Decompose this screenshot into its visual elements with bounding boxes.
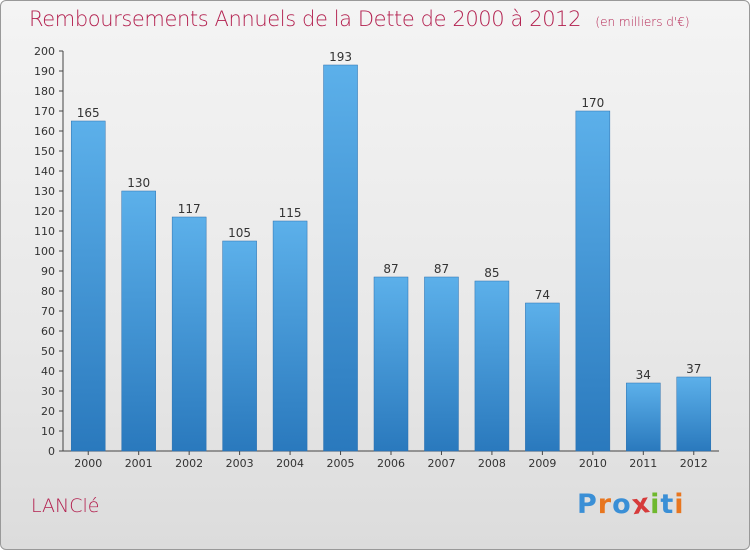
y-tick-label: 90 bbox=[41, 265, 55, 278]
bar-value-label: 85 bbox=[484, 266, 499, 280]
bar-value-label: 37 bbox=[686, 362, 701, 376]
bar bbox=[676, 376, 712, 452]
logo-letter: r bbox=[597, 489, 613, 520]
bar-value-label: 193 bbox=[329, 50, 352, 64]
logo-letter: P bbox=[577, 489, 598, 520]
bar bbox=[222, 240, 257, 452]
y-tick-label: 80 bbox=[41, 285, 55, 298]
chart-bars: 165 130 117 105 115 193 87 87 85 74 170 34 37 bbox=[70, 50, 712, 452]
bar bbox=[373, 276, 409, 452]
y-tick-label: 30 bbox=[41, 385, 55, 398]
y-tick-label: 100 bbox=[34, 245, 55, 258]
x-tick-label: 2001 bbox=[125, 457, 153, 470]
x-tick-label: 2010 bbox=[579, 457, 607, 470]
y-tick-label: 40 bbox=[41, 365, 55, 378]
y-tick-label: 170 bbox=[34, 105, 55, 118]
bar-value-label: 87 bbox=[434, 262, 449, 276]
y-tick-label: 120 bbox=[34, 205, 55, 218]
logo-letter: t bbox=[660, 489, 675, 520]
bar bbox=[626, 382, 661, 452]
y-tick-label: 20 bbox=[41, 405, 55, 418]
bar bbox=[171, 216, 207, 452]
x-tick-label: 2012 bbox=[680, 457, 708, 470]
chart-title-text: Remboursements Annuels de la Dette de 20… bbox=[29, 7, 582, 31]
logo-letter: i bbox=[650, 489, 661, 520]
bar-value-label: 34 bbox=[636, 368, 651, 382]
bar-value-label: 87 bbox=[383, 262, 398, 276]
bar-value-label: 105 bbox=[228, 226, 251, 240]
y-tick-label: 150 bbox=[34, 145, 55, 158]
bar-value-label: 115 bbox=[279, 206, 302, 220]
commune-name: LANClé bbox=[31, 495, 100, 517]
bar bbox=[525, 302, 560, 452]
y-tick-label: 0 bbox=[48, 445, 55, 458]
x-tick-label: 2002 bbox=[175, 457, 203, 470]
bar-value-label: 130 bbox=[127, 176, 150, 190]
x-tick-label: 2003 bbox=[226, 457, 254, 470]
y-tick-label: 50 bbox=[41, 345, 55, 358]
logo-letter: x bbox=[629, 487, 653, 522]
x-tick-label: 2009 bbox=[528, 457, 556, 470]
y-tick-label: 140 bbox=[34, 165, 55, 178]
bar bbox=[424, 276, 459, 452]
bar-value-label: 117 bbox=[178, 202, 201, 216]
x-tick-label: 2011 bbox=[629, 457, 657, 470]
x-tick-label: 2006 bbox=[377, 457, 405, 470]
bar bbox=[121, 190, 156, 452]
bar bbox=[575, 110, 611, 452]
x-tick-label: 2005 bbox=[327, 457, 355, 470]
chart-title: Remboursements Annuels de la Dette de 20… bbox=[29, 7, 690, 31]
bar-value-label: 165 bbox=[77, 106, 100, 120]
bar bbox=[70, 120, 106, 452]
y-tick-label: 110 bbox=[34, 225, 55, 238]
y-tick-label: 200 bbox=[34, 45, 55, 58]
bar bbox=[323, 64, 358, 452]
x-tick-label: 2008 bbox=[478, 457, 506, 470]
y-tick-label: 190 bbox=[34, 65, 55, 78]
y-tick-label: 180 bbox=[34, 85, 55, 98]
logo-letter: o bbox=[612, 489, 632, 520]
y-tick-label: 10 bbox=[41, 425, 55, 438]
proxiti-logo[interactable]: Proxiti bbox=[577, 487, 685, 522]
chart-subtitle: (en milliers d'€) bbox=[595, 15, 690, 29]
y-tick-label: 160 bbox=[34, 125, 55, 138]
logo-letter: i bbox=[674, 489, 685, 520]
chart-axes: 0 10 20 30 40 50 60 70 80 90 100 110 120 130 140 150 160… bbox=[34, 45, 719, 470]
bar bbox=[272, 220, 308, 452]
bar-value-label: 170 bbox=[581, 96, 604, 110]
x-tick-label: 2007 bbox=[427, 457, 455, 470]
bar bbox=[474, 280, 510, 452]
y-tick-label: 70 bbox=[41, 305, 55, 318]
y-tick-label: 130 bbox=[34, 185, 55, 198]
bar-value-label: 74 bbox=[535, 288, 550, 302]
x-tick-label: 2000 bbox=[74, 457, 102, 470]
y-tick-label: 60 bbox=[41, 325, 55, 338]
x-tick-label: 2004 bbox=[276, 457, 304, 470]
